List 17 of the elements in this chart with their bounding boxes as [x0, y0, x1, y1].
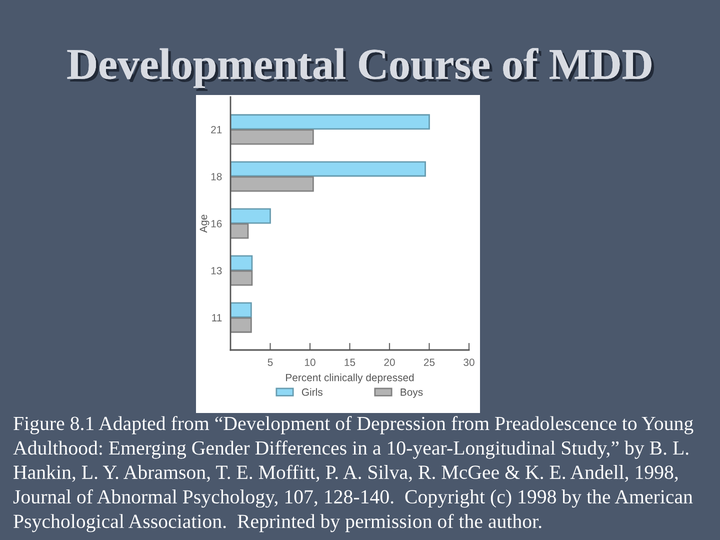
- y-tick-label: 11: [212, 314, 222, 322]
- x-tick-label: 20: [384, 358, 395, 366]
- y-tick-label: 16: [211, 220, 222, 228]
- y-tick-label: 21: [211, 126, 222, 134]
- caption: Figure 8.1 Adapted from “Development of Depression from Preadolescence to Young Adulthood: Emerging Gender Differences in a 10-year-Longitudinal Study,” by B. L. Hankin, L. Y. Abramson, T. E. Moffitt, P. A. Silva, R. McGee & K. E. Andell, 1998, Journal of Abnormal Psychology, 107, 128-140. Copyright (c) 1998 by the American Psychological Association. Reprinted by permission of the author.: [13, 416, 694, 532]
- y-tick-label: 13: [211, 267, 222, 274]
- x-tick-label: 10: [305, 358, 316, 366]
- x-tick-label: 5: [268, 358, 273, 366]
- x-tick-label: 30: [464, 358, 474, 366]
- x-tick-label: 25: [424, 358, 435, 366]
- y-axis-title: Age: [200, 214, 210, 233]
- y-tick-label: 18: [211, 172, 222, 180]
- chart-title: Developmental Course of MDD: [67, 48, 654, 91]
- x-axis-title: Percent clinically depressed: [286, 374, 414, 384]
- x-tick-label: 15: [344, 358, 356, 366]
- legend-label: Girls: [302, 388, 322, 396]
- legend-label: Boys: [400, 388, 423, 398]
